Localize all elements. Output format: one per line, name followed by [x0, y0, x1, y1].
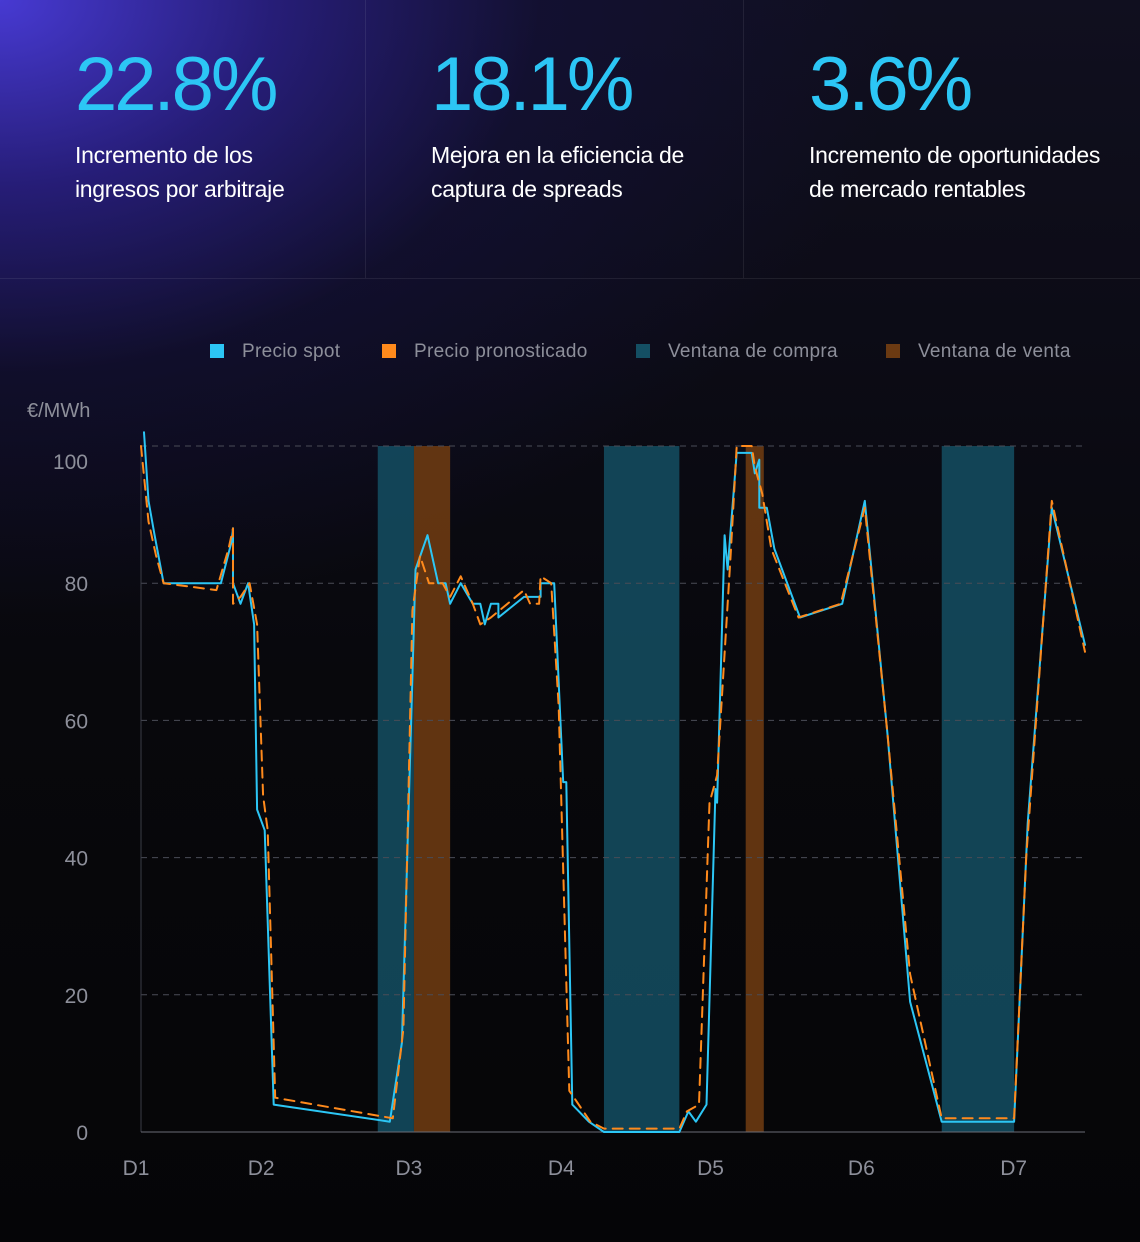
spot-price-line — [143, 431, 1086, 1133]
legend-label: Ventana de venta — [918, 341, 1071, 362]
legend-swatch-buy-window — [636, 344, 650, 358]
forecast-price-line — [140, 445, 1086, 1130]
buy-window-band — [941, 446, 1015, 1132]
stat-value: 22.8% — [75, 42, 278, 127]
sell-window-band — [745, 446, 764, 1132]
stat-opportunities: 3.6% Incremento de oportunidades de merc… — [743, 0, 1140, 278]
x-tick-label: D4 — [548, 1157, 575, 1180]
y-tick-label: 60 — [65, 710, 88, 733]
legend-swatch-sell-window — [886, 344, 900, 358]
stat-value: 18.1% — [431, 42, 634, 127]
sell-window-band — [413, 446, 451, 1132]
x-tick-label: D3 — [396, 1157, 423, 1180]
stats-panel: 22.8% Incremento de los ingresos por arb… — [0, 0, 1140, 279]
legend-swatch-spot — [210, 344, 224, 358]
stat-revenue: 22.8% Incremento de los ingresos por arb… — [0, 0, 364, 278]
x-tick-label: D1 — [123, 1157, 150, 1180]
buy-window-band — [377, 446, 414, 1132]
y-tick-label: 80 — [65, 573, 88, 596]
buy-window-band — [603, 446, 680, 1132]
legend-swatch-forecast — [382, 344, 396, 358]
stat-value: 3.6% — [809, 42, 973, 127]
y-tick-label: 40 — [65, 848, 88, 871]
legend-label: Precio spot — [242, 341, 341, 362]
y-tick-label: 100 — [53, 451, 88, 474]
y-tick-label: 20 — [65, 985, 88, 1008]
stat-description: Mejora en la eficiencia de captura de sp… — [431, 142, 685, 202]
y-tick-label: 0 — [76, 1122, 88, 1145]
x-tick-label: D7 — [1000, 1157, 1027, 1180]
x-tick-label: D6 — [848, 1157, 875, 1180]
stat-efficiency: 18.1% Mejora en la eficiencia de captura… — [365, 0, 743, 278]
x-tick-label: D5 — [697, 1157, 724, 1180]
stat-description: Incremento de oportunidades de mercado r… — [809, 142, 1101, 202]
x-tick-label: D2 — [248, 1157, 275, 1180]
legend-label: Ventana de compra — [668, 341, 838, 362]
legend-label: Precio pronosticado — [414, 341, 588, 362]
y-axis-unit-label: €/MWh — [27, 400, 91, 422]
stat-description: Incremento de los ingresos por arbitraje — [75, 142, 285, 202]
